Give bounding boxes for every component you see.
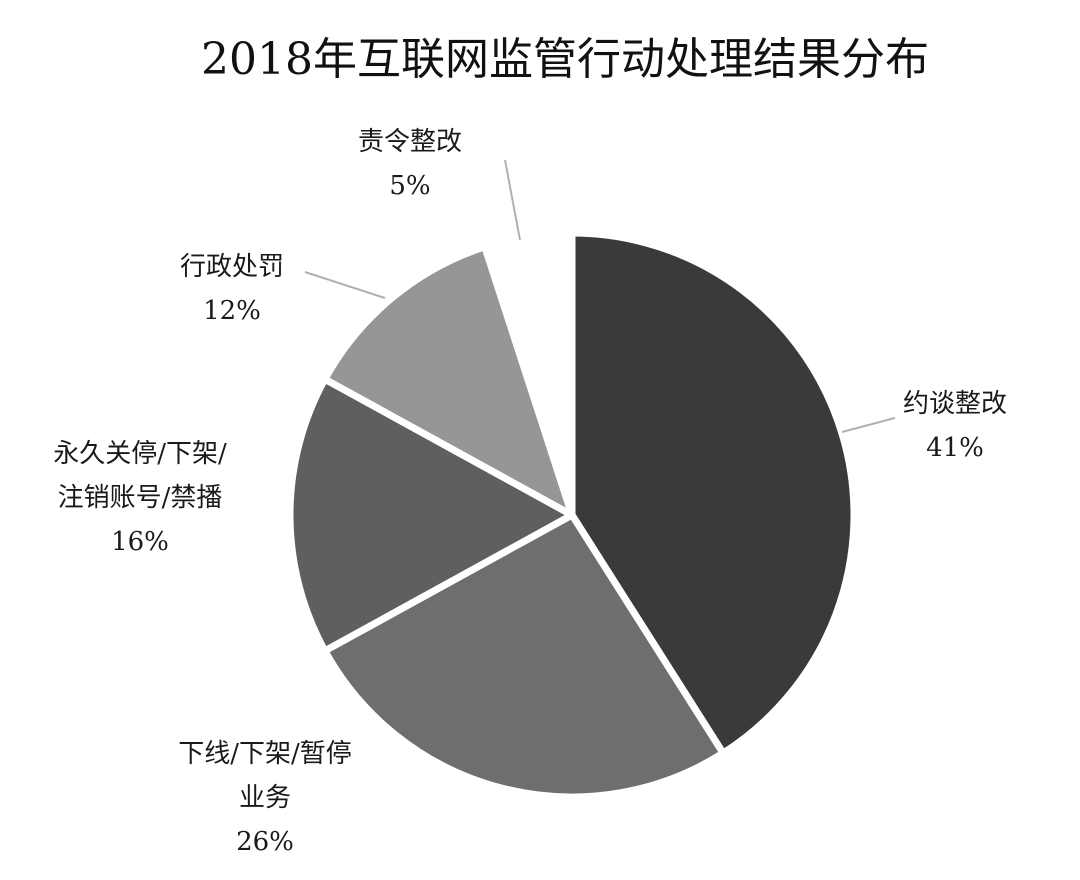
slice-category-label: 业务 [239, 783, 291, 813]
leader-lines [304, 159, 896, 433]
slice-percent-label: 26% [236, 827, 294, 857]
slice-label-1: 约谈整改 41% [903, 389, 1007, 463]
leader-line-1 [841, 417, 896, 433]
leader-line-4 [304, 271, 386, 299]
slice-category-label: 约谈整改 [903, 389, 1007, 419]
slice-label-4: 行政处罚 12% [180, 252, 284, 326]
slice-percent-label: 41% [926, 433, 984, 463]
pie-slice-4 [321, 243, 576, 519]
slice-category-label: 行政处罚 [180, 252, 284, 282]
slice-category-label: 永久关停/下架/ [53, 439, 227, 469]
slice-label-3: 永久关停/下架/注销账号/禁播 16% [53, 439, 227, 557]
pie-slice-2 [321, 511, 727, 801]
slice-category-label: 注销账号/禁播 [58, 483, 223, 513]
chart-title: 2018年互联网监管行动处理结果分布 [201, 34, 929, 85]
slice-percent-label: 16% [111, 527, 169, 557]
pie-slice-5 [481, 229, 576, 519]
slice-label-2: 下线/下架/暂停业务 26% [178, 739, 352, 857]
slice-labels: 约谈整改 41% 下线/下架/暂停业务 26% 永久关停/下架/注销账号/禁播 16% 行政… [53, 127, 1007, 857]
slice-label-5: 责令整改 5% [358, 127, 462, 201]
pie-slices [286, 229, 858, 801]
slice-category-label: 责令整改 [358, 127, 462, 157]
pie-slice-3 [286, 375, 576, 655]
slice-percent-label: 12% [203, 296, 261, 326]
slice-percent-label: 5% [389, 171, 430, 201]
leader-line-5 [504, 159, 521, 241]
slice-category-label: 下线/下架/暂停 [178, 739, 352, 769]
